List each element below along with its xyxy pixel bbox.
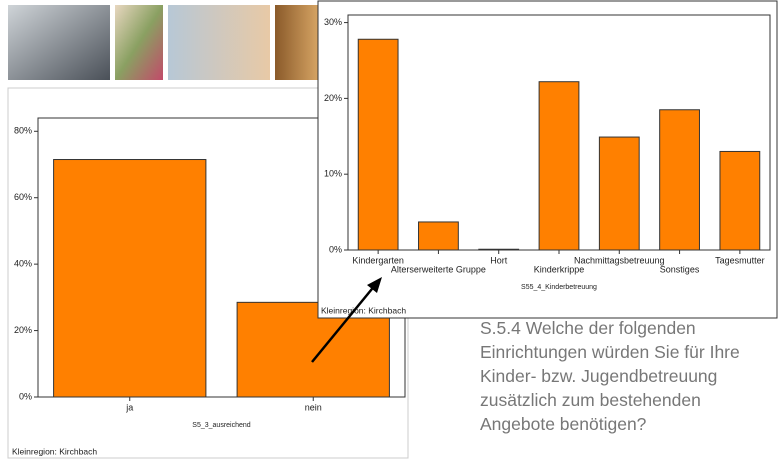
x-tick-label: Nachmittagsbetreuung: [574, 255, 665, 265]
x-tick-label: ja: [125, 402, 133, 412]
bar: [418, 221, 459, 251]
y-tick-label: 30%: [324, 17, 342, 27]
bar: [478, 248, 520, 251]
y-tick-label: 80%: [14, 126, 32, 136]
photo: [168, 5, 270, 80]
photo: [8, 5, 110, 80]
x-tick-label: Sonstiges: [660, 264, 700, 274]
y-tick-label: 20%: [324, 93, 342, 103]
x-tick-label: Tagesmutter: [715, 255, 765, 265]
x-tick-label: Kinderkrippe: [534, 264, 585, 274]
bar: [538, 81, 580, 251]
bar: [598, 136, 640, 251]
bar: [659, 109, 700, 251]
x-axis-label: S5_3_ausreichend: [192, 422, 250, 429]
photo: [275, 5, 320, 80]
y-tick-label: 0%: [19, 391, 32, 401]
x-tick-label: Alterserweiterte Gruppe: [391, 264, 486, 274]
chart-right: 0% 10% 20% 30% KindergartenAlterserweiterte …: [321, 14, 771, 315]
bar: [719, 150, 761, 251]
x-tick-label: Hort: [490, 255, 508, 265]
x-tick-label: Kindergarten: [352, 255, 404, 265]
y-tick-label: 40%: [14, 259, 32, 269]
footnote: Kleinregion: Kirchbach: [12, 446, 97, 456]
y-tick-label: 60%: [14, 192, 32, 202]
x-tick-label: nein: [305, 402, 322, 412]
y-tick-label: 10%: [324, 169, 342, 179]
footnote: Kleinregion: Kirchbach: [321, 305, 406, 315]
question-text: S.5.4 Welche der folgenden Einrichtungen…: [480, 318, 740, 434]
y-tick-label: 20%: [14, 325, 32, 335]
x-axis-label: S55_4_Kinderbetreuung: [521, 284, 597, 291]
photo: [115, 5, 163, 80]
bar: [357, 38, 399, 251]
arrow: [311, 283, 377, 363]
bar: [53, 159, 207, 398]
arrow-head: [367, 277, 382, 293]
y-tick-label: 0%: [329, 244, 342, 254]
